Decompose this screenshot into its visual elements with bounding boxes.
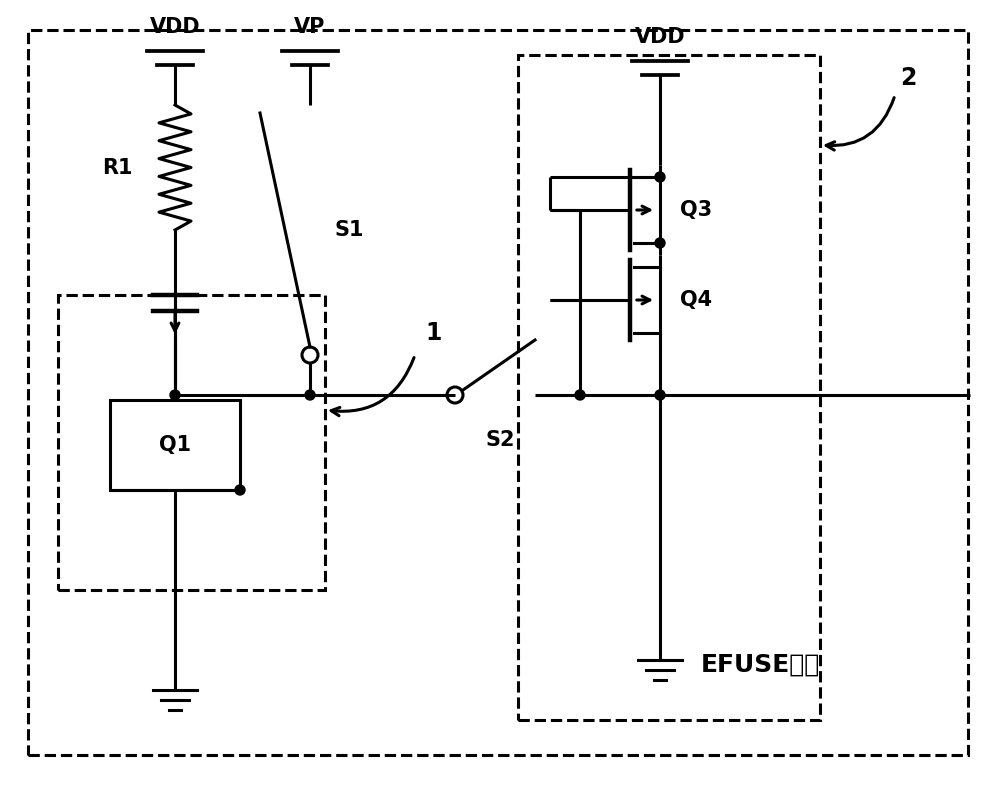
Circle shape — [235, 485, 245, 495]
Text: VDD: VDD — [150, 17, 200, 37]
Text: S1: S1 — [335, 220, 364, 240]
Text: Q1: Q1 — [159, 435, 191, 455]
Text: 1: 1 — [425, 321, 441, 345]
Bar — [58, 295, 325, 590]
Text: Q3: Q3 — [680, 200, 712, 220]
Circle shape — [302, 347, 318, 363]
Text: Q4: Q4 — [680, 290, 712, 310]
Circle shape — [447, 387, 463, 403]
Text: S2: S2 — [485, 430, 515, 450]
Text: EFUSE电路: EFUSE电路 — [700, 653, 820, 677]
Circle shape — [655, 390, 665, 400]
Circle shape — [655, 238, 665, 248]
Text: VDD: VDD — [635, 27, 685, 47]
Circle shape — [655, 172, 665, 182]
Circle shape — [305, 390, 315, 400]
Circle shape — [575, 390, 585, 400]
Text: VP: VP — [294, 17, 326, 37]
Text: R1: R1 — [103, 158, 133, 178]
Bar — [110, 400, 240, 490]
Circle shape — [170, 390, 180, 400]
Text: 2: 2 — [900, 66, 916, 90]
Bar — [518, 55, 820, 720]
